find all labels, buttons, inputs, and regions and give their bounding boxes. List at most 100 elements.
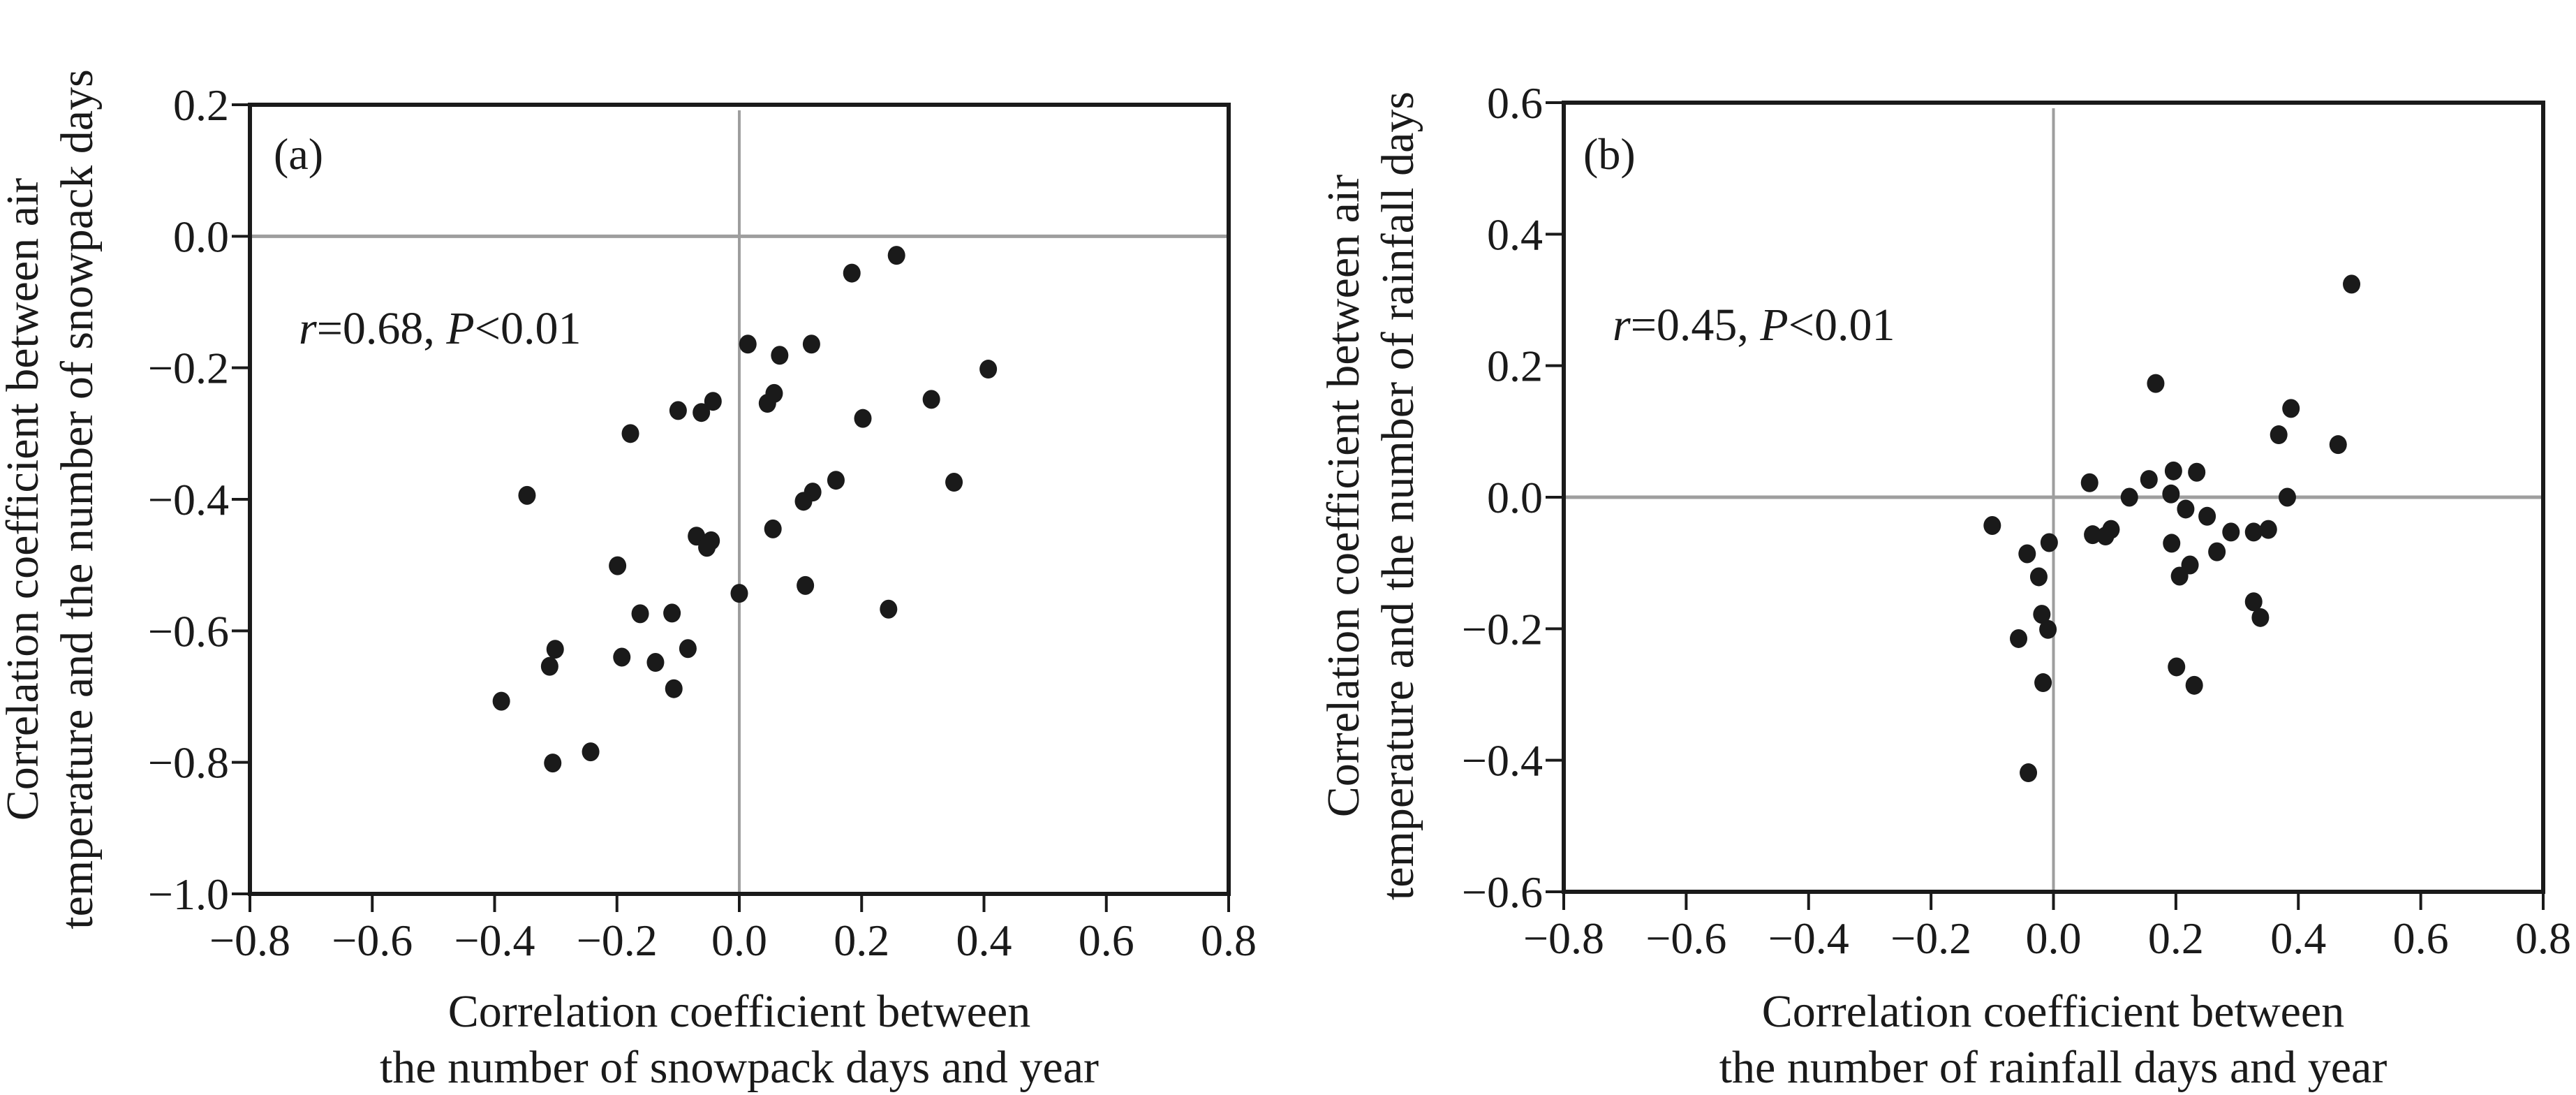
x-tick-label: 0.8 — [2515, 913, 2571, 963]
r-value: =0.45, — [1631, 300, 1761, 351]
x-tick-label: 0.0 — [2026, 913, 2082, 963]
x-tick-label: −0.8 — [1523, 913, 1604, 963]
data-point — [544, 754, 562, 773]
x-tick-label: −0.6 — [1645, 913, 1726, 963]
y-tick-label: −0.4 — [148, 475, 229, 524]
y-tick-label: −0.8 — [148, 738, 229, 788]
data-point — [582, 742, 600, 762]
data-point — [704, 392, 722, 411]
panel-label: (b) — [1583, 129, 1636, 179]
r-value: =0.68, — [317, 303, 447, 354]
y-axis-ticks: 0.2 0.0 −0.2 −0.4 −0.6 −0.8 −1.0 — [148, 80, 250, 919]
data-point — [546, 640, 564, 659]
p-symbol: P — [445, 303, 474, 354]
data-point — [2162, 484, 2180, 504]
data-points — [1983, 274, 2361, 783]
y-tick-label: −0.6 — [1462, 867, 1543, 917]
x-axis-ticks: −0.8 −0.6 −0.4 −0.2 0.0 0.2 0.4 0.6 0.8 — [209, 894, 1257, 965]
x-axis-ticks: −0.8 −0.6 −0.4 −0.2 0.0 0.2 0.4 0.6 0.8 — [1523, 892, 2571, 963]
p-symbol: P — [1759, 300, 1788, 351]
data-point — [2282, 399, 2300, 418]
data-point — [665, 679, 683, 698]
y-tick-label: −0.2 — [148, 344, 229, 393]
y-tick-label: −0.6 — [148, 606, 229, 656]
data-point — [2188, 462, 2206, 482]
data-point — [540, 656, 558, 676]
x-tick-label: −0.2 — [577, 916, 658, 965]
data-point — [794, 492, 813, 511]
r-symbol: r — [299, 303, 317, 354]
data-point — [2040, 533, 2058, 552]
data-point — [693, 403, 711, 422]
data-point — [2164, 461, 2182, 480]
correlation-annotation: r=0.45, P<0.01 — [1613, 300, 1895, 351]
data-point — [631, 604, 649, 624]
data-point — [2010, 629, 2028, 648]
y-tick-label: 0.0 — [173, 212, 229, 261]
data-point — [646, 653, 665, 673]
data-point — [2278, 487, 2296, 507]
y-axis-title-line-1: Correlation coefficient between air — [1318, 175, 1369, 818]
y-axis-ticks: 0.6 0.4 0.2 0.0 −0.2 −0.4 −0.6 — [1462, 78, 1564, 917]
y-axis-title-line-2: temperature and the number of rainfall d… — [1372, 91, 1423, 900]
y-tick-label: 0.2 — [173, 80, 229, 130]
x-tick-label: −0.8 — [209, 916, 290, 965]
data-point — [2244, 522, 2263, 542]
data-point — [518, 485, 536, 505]
y-tick-label: 0.4 — [1487, 210, 1543, 259]
data-point — [765, 383, 783, 403]
data-point — [698, 538, 716, 557]
y-tick-label: −1.0 — [148, 869, 229, 919]
x-tick-label: 0.6 — [1079, 916, 1134, 965]
data-point — [2329, 435, 2347, 455]
data-point — [2208, 542, 2226, 561]
y-axis-title-line-2: temperature and the number of snowpack d… — [52, 69, 103, 929]
data-point — [739, 335, 757, 354]
x-axis-title-line-1: Correlation coefficient between — [448, 986, 1030, 1037]
data-point — [730, 584, 748, 603]
data-point — [771, 346, 789, 365]
y-axis-title-line-1: Correlation coefficient between air — [0, 178, 48, 821]
data-point — [2102, 520, 2120, 539]
reference-lines — [250, 110, 1229, 894]
p-value: <0.01 — [475, 303, 582, 354]
data-point — [764, 519, 782, 538]
x-tick-label: −0.2 — [1890, 913, 1971, 963]
x-tick-label: 0.4 — [956, 916, 1012, 965]
x-tick-label: 0.2 — [834, 916, 889, 965]
panel-label: (a) — [274, 129, 323, 179]
data-point — [797, 575, 815, 595]
data-point — [2084, 525, 2102, 545]
data-point — [802, 335, 820, 354]
x-tick-label: −0.6 — [332, 916, 413, 965]
y-tick-label: 0.6 — [1487, 78, 1543, 128]
data-point — [492, 691, 510, 711]
data-point — [2163, 534, 2181, 553]
data-point — [2039, 619, 2057, 639]
data-point — [2251, 608, 2270, 627]
data-point — [2033, 605, 2051, 624]
data-point — [2018, 544, 2036, 564]
data-point — [2177, 499, 2195, 519]
data-point — [2244, 592, 2263, 612]
data-point — [2168, 657, 2186, 677]
x-tick-label: 0.6 — [2393, 913, 2449, 963]
data-point — [979, 360, 998, 379]
data-point — [1983, 515, 2001, 535]
data-point — [2147, 374, 2165, 393]
panel-a: −0.8 −0.6 −0.4 −0.2 0.0 0.2 0.4 0.6 0.8 0.20.0−0… — [0, 69, 1257, 1093]
data-points — [492, 246, 998, 773]
data-point — [2222, 522, 2240, 542]
data-point — [2080, 473, 2098, 492]
data-point — [2034, 673, 2052, 693]
data-point — [2270, 425, 2288, 445]
y-tick-label: 0.2 — [1487, 341, 1543, 391]
data-point — [679, 639, 697, 659]
data-point — [2029, 567, 2048, 587]
x-tick-label: −0.4 — [454, 916, 535, 965]
data-point — [2343, 274, 2361, 294]
data-point — [669, 401, 687, 420]
x-tick-label: 0.4 — [2270, 913, 2326, 963]
x-tick-label: 0.2 — [2148, 913, 2204, 963]
